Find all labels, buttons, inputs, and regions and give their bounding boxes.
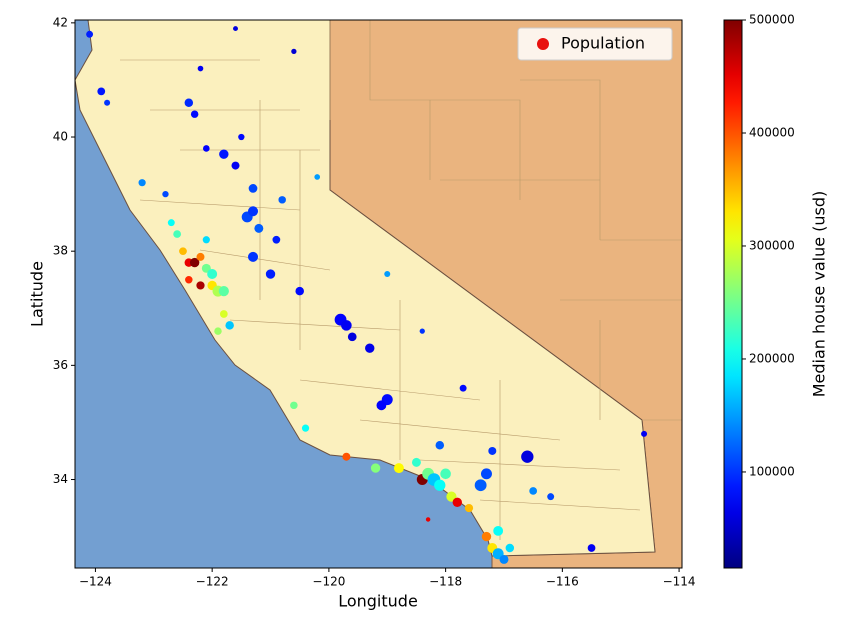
point: [464, 503, 474, 513]
point: [425, 517, 431, 522]
x-tick-label: −122: [196, 575, 229, 589]
point: [265, 269, 276, 279]
colorbar-label: Median house value (usd): [810, 191, 829, 398]
point: [248, 206, 259, 217]
point: [505, 543, 515, 553]
point: [173, 230, 182, 238]
point: [207, 269, 218, 280]
point: [97, 87, 106, 96]
point: [254, 223, 264, 233]
point: [162, 190, 169, 198]
point: [474, 479, 487, 492]
point: [376, 400, 387, 411]
point: [214, 327, 222, 335]
point: [435, 441, 445, 450]
y-tick-label: 34: [53, 472, 68, 486]
point: [233, 26, 238, 32]
point: [185, 275, 193, 284]
point: [295, 286, 304, 296]
point: [459, 384, 467, 392]
x-axis-label: Longitude: [338, 592, 418, 611]
point: [347, 332, 357, 342]
point: [231, 161, 240, 170]
legend: Population: [517, 27, 673, 61]
point: [184, 98, 194, 108]
colorbar-tick-label: 100000: [749, 464, 795, 478]
point: [341, 320, 352, 331]
point: [248, 251, 259, 262]
point: [493, 525, 504, 536]
legend-marker: [537, 38, 549, 50]
colorbar-tick-label: 200000: [749, 351, 795, 365]
x-tick-label: −120: [312, 575, 345, 589]
point: [196, 281, 205, 290]
point: [384, 271, 391, 278]
point: [393, 463, 404, 474]
point: [203, 145, 210, 152]
point: [481, 531, 492, 542]
x-tick-label: −116: [546, 575, 579, 589]
x-tick-label: −124: [79, 575, 112, 589]
legend-label: Population: [561, 34, 645, 53]
y-tick-label: 42: [53, 15, 68, 29]
y-tick-label: 38: [53, 244, 68, 258]
colorbar: [723, 19, 743, 569]
state-lines: [329, 20, 682, 421]
point: [641, 430, 648, 437]
map: [75, 20, 682, 568]
y-tick-label: 40: [53, 130, 68, 144]
point: [219, 310, 228, 318]
point: [499, 554, 509, 564]
colorbar-tick-label: 500000: [749, 13, 795, 27]
point: [104, 99, 111, 106]
point: [196, 252, 205, 261]
point: [370, 463, 381, 473]
point: [218, 286, 229, 297]
point: [301, 424, 310, 432]
point: [587, 544, 596, 552]
point: [480, 468, 492, 480]
y-axis-label: Latitude: [28, 261, 47, 327]
points: [86, 26, 648, 564]
plot-frame: [74, 19, 683, 569]
colorbar-tick-label: 300000: [749, 238, 795, 252]
point: [190, 110, 199, 118]
point: [167, 219, 175, 227]
x-tick-label: −118: [429, 575, 462, 589]
point: [248, 184, 258, 193]
colorbar-tick-label: 400000: [749, 125, 795, 139]
point: [290, 401, 298, 410]
point: [342, 452, 351, 461]
point: [440, 468, 451, 480]
point: [419, 328, 425, 334]
point: [201, 263, 211, 273]
point: [434, 479, 446, 491]
point: [278, 196, 286, 204]
point: [179, 247, 187, 256]
point: [238, 133, 245, 141]
y-tick-label: 36: [53, 358, 68, 372]
point: [529, 487, 538, 495]
point: [411, 457, 421, 467]
point: [272, 235, 281, 244]
county-lines: [120, 59, 641, 540]
point: [86, 30, 94, 38]
point: [488, 446, 497, 455]
point: [219, 149, 229, 159]
point: [138, 179, 146, 187]
point: [521, 450, 534, 463]
point: [202, 236, 210, 244]
point: [291, 48, 297, 55]
point: [452, 497, 462, 508]
legend-box: [517, 27, 673, 61]
point: [547, 493, 555, 501]
point: [365, 343, 375, 353]
point: [225, 321, 234, 330]
point: [189, 257, 200, 268]
x-tick-label: −114: [663, 575, 696, 589]
point: [197, 65, 204, 72]
point: [314, 174, 321, 180]
